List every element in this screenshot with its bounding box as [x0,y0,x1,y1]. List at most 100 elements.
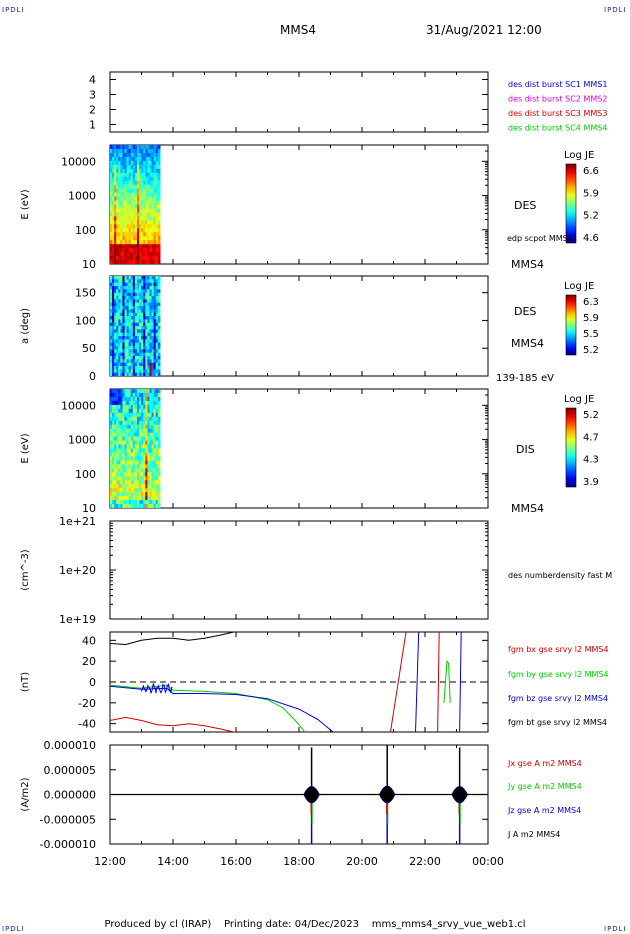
spectrogram-cell [132,156,136,162]
spectrogram-cell [143,252,146,257]
spectrogram-cell [116,339,119,344]
spectrogram-cell [155,362,159,367]
side-label-energy-range: 139-185 eV [496,373,554,384]
spectrogram-cell [126,319,130,324]
spectrogram-cell [134,476,138,481]
spectrogram-cell [122,145,126,150]
spectrogram-cell [116,296,119,300]
spectrogram-cell [116,452,119,458]
spectrogram-cell [124,168,128,174]
spectrogram-cell [120,432,124,438]
spectrogram-cell [130,496,134,501]
spectrogram-cell [112,152,115,158]
spectrogram-cell [145,369,149,374]
spectrogram-cell [155,276,159,280]
spectrogram-cell [110,216,113,221]
spectrogram-cell [112,172,115,178]
spectrogram-cell [141,244,144,249]
spectrogram-cell [114,319,117,324]
spectrogram-cell [157,180,161,186]
spectrogram-cell [145,168,149,174]
spectrogram-cell [126,196,130,202]
spectrogram-cell [120,372,124,376]
spectrogram-cell [130,476,134,481]
spectrogram-cell [132,392,136,398]
spectrogram-cell [116,488,119,493]
spectrogram-cell [128,180,132,186]
spectrogram-cell [157,248,161,253]
spectrogram-cell [143,464,146,469]
spectrogram-cell [155,296,159,300]
spectrogram-cell [126,252,130,257]
spectrogram-cell [128,404,132,410]
spectrogram-cell [124,172,128,178]
spectrogram-cell [126,279,130,284]
spectrogram-cell [147,316,151,320]
spectrogram-cell [139,488,142,493]
spectrogram-cell [114,252,117,257]
spectrogram-cell [137,196,140,202]
spectrogram-cell [122,180,126,186]
spectrogram-cell [124,208,128,214]
spectrogram-cell [139,392,142,398]
y-tick-label: 100 [75,224,96,237]
spectrogram-cell [155,148,159,154]
spectrogram-cell [147,480,151,485]
spectrogram-cell [134,392,138,398]
spectrogram-cell [143,349,146,354]
spectrogram-cell [153,432,157,438]
spectrogram-cell [128,492,132,497]
spectrogram-cell [110,404,113,410]
spectrogram-cell [110,346,113,350]
spectrogram-cell [124,216,128,221]
spectrogram-cell [147,392,151,398]
spectrogram-cell [153,408,157,414]
y-tick-label: 1 [89,119,96,132]
spectrogram-cell [145,192,149,198]
spectrogram-cell [141,299,144,304]
spectrogram-cell [139,276,142,280]
spectrogram-cell [139,476,142,481]
spectrogram-cell [139,372,142,376]
spectrogram-cell [122,346,126,350]
spectrogram-cell [116,148,119,154]
corner-label-top-right: IPDLI [604,6,627,14]
y-tick-label: 2 [89,104,96,117]
spectrogram-cell [110,196,113,202]
spectrogram-cell [110,372,113,376]
spectrogram-cell [157,252,161,257]
spectrogram-cell [120,192,124,198]
spectrogram-cell [124,359,128,364]
spectrogram-cell [137,312,140,317]
spectrogram-cell [110,359,113,364]
panel-current-density [109,744,489,845]
spectrogram-cell [139,256,142,261]
spectrogram-cell [151,224,155,229]
spectrogram-cell [157,500,161,505]
spectrogram-cell [134,188,138,194]
spectrogram-cell [116,476,119,481]
spectrogram-cell [128,342,132,347]
spectrogram-cell [116,224,119,229]
spectrogram-cell [130,349,134,354]
spectrogram-cell [116,326,119,330]
spectrogram-cell [110,480,113,485]
spectrogram-cell [114,504,117,508]
spectrogram-cell [128,309,132,314]
spectrogram-cell [141,326,144,330]
spectrogram-cell [122,416,126,422]
spectrogram-cell [132,389,136,394]
spectrogram-cell [126,309,130,314]
spectrogram-cell [120,256,124,261]
spectrogram-cell [157,216,161,221]
spectrogram-cell [145,176,149,182]
spectrogram-cell [151,145,155,150]
spectrogram-cell [130,306,134,310]
spectrogram-cell [153,332,157,337]
spectrogram-cell [145,484,149,489]
spectrogram-cell [110,412,113,418]
spectrogram-cell [132,326,136,330]
spectrogram-cell [120,336,124,340]
spectrogram-cell [137,428,140,434]
spectrogram-cell [132,408,136,414]
